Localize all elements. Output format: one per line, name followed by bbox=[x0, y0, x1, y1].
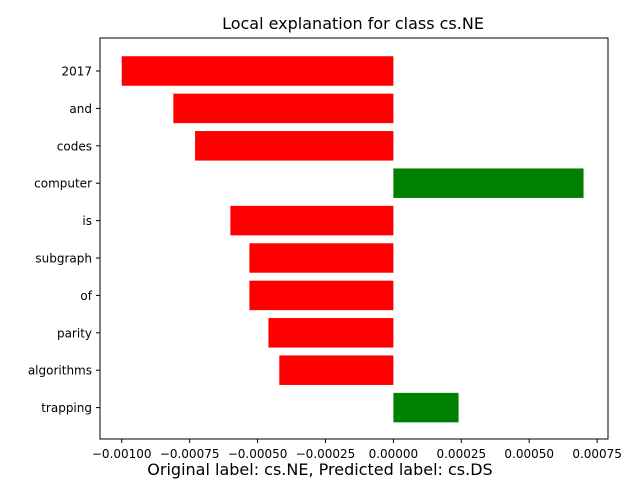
x-tick-label: 0.00050 bbox=[504, 447, 554, 461]
y-axis: 2017 and codes computer is subgraph of parity al… bbox=[28, 65, 100, 415]
bar-is bbox=[230, 205, 394, 236]
bar-parity bbox=[268, 318, 394, 348]
prediction-caption: Original label: cs.NE, Predicted label: … bbox=[147, 460, 493, 479]
chart-title: Local explanation for class cs.NE bbox=[222, 14, 484, 33]
y-tick-label: computer bbox=[34, 177, 92, 191]
y-tick-label: subgraph bbox=[35, 252, 92, 266]
x-tick-label: 0.00000 bbox=[369, 447, 419, 461]
bar-2017 bbox=[121, 56, 394, 86]
y-tick-label: codes bbox=[57, 139, 92, 153]
x-tick-label: 0.00025 bbox=[436, 447, 486, 461]
bar-and bbox=[173, 93, 394, 124]
x-tick-label: 0.00075 bbox=[572, 447, 622, 461]
y-tick-label: and bbox=[69, 102, 92, 116]
y-tick-label: is bbox=[82, 214, 92, 228]
bar-algorithms bbox=[279, 355, 394, 385]
x-tick-label: −0.00025 bbox=[296, 447, 356, 461]
x-tick-label: −0.00075 bbox=[160, 447, 220, 461]
plot-frame bbox=[99, 37, 609, 440]
bars-group bbox=[121, 56, 584, 423]
bar-codes bbox=[195, 131, 394, 161]
bar-subgraph bbox=[249, 243, 394, 273]
x-axis: −0.00100 −0.00075 −0.00050 −0.00025 0.00000 0… bbox=[92, 439, 622, 461]
y-tick-label: of bbox=[80, 289, 92, 303]
bar-of bbox=[249, 280, 394, 311]
bar-computer bbox=[393, 168, 584, 198]
bar-trapping bbox=[393, 392, 459, 423]
y-tick-label: algorithms bbox=[28, 364, 92, 378]
y-tick-label: trapping bbox=[41, 401, 92, 415]
y-tick-label: parity bbox=[57, 326, 92, 340]
y-tick-label: 2017 bbox=[61, 65, 92, 79]
x-tick-label: −0.00050 bbox=[228, 447, 288, 461]
x-tick-label: −0.00100 bbox=[92, 447, 152, 461]
